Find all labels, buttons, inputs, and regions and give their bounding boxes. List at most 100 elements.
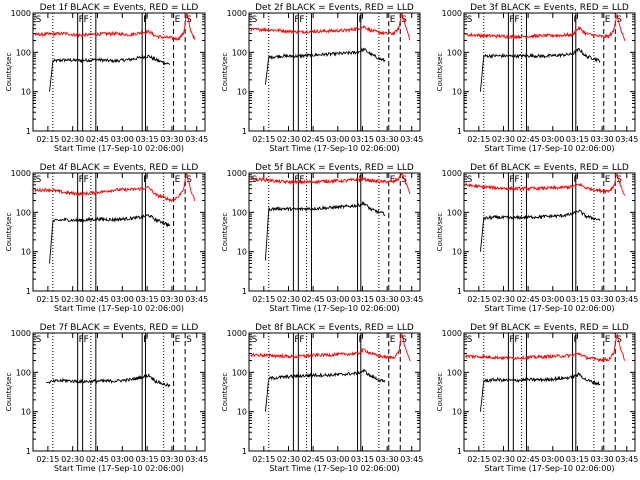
x-tick-label: 02:15 [252, 455, 275, 464]
x-tick-label: 03:15 [136, 295, 159, 304]
x-tick-label: 03:00 [541, 135, 564, 144]
x-tick-label: 03:30 [591, 295, 614, 304]
marker-label: S [616, 335, 622, 345]
y-tick-label: 1 [242, 447, 247, 456]
marker-label: S [401, 175, 407, 185]
y-tick-label: 10 [237, 88, 247, 97]
y-tick-label: 1 [457, 287, 462, 296]
x-axis-label: Start Time (17-Sep-10 02:06:00) [54, 144, 184, 153]
marker-label: S [36, 335, 42, 345]
x-tick-label: 02:15 [36, 455, 59, 464]
x-tick-label: 02:15 [36, 295, 59, 304]
y-axis-label: Counts/sec [436, 213, 444, 252]
x-tick-label: 03:15 [351, 135, 374, 144]
x-tick-label: 03:45 [400, 455, 423, 464]
marker-label: E [175, 335, 181, 345]
y-tick-label: 1 [457, 127, 462, 136]
axes-frame [32, 332, 206, 452]
y-tick-label: 10 [21, 88, 31, 97]
series-events-line [264, 47, 386, 85]
marker-label: F [514, 15, 519, 25]
x-tick-label: 02:45 [302, 135, 325, 144]
x-axis-label: Start Time (17-Sep-10 02:06:00) [269, 464, 399, 473]
x-tick-label: 03:00 [326, 135, 349, 144]
x-tick-label: 03:15 [136, 455, 159, 464]
marker-label: S [186, 175, 192, 185]
marker-label: S [186, 15, 192, 25]
y-axis-label: Counts/sec [5, 53, 13, 92]
series-lld-line [34, 12, 196, 41]
panel-title: Det 2f BLACK = Events, RED = LLD [255, 3, 414, 13]
marker-label: F [294, 175, 299, 185]
marker-label: F [294, 15, 299, 25]
series-events-line [49, 214, 171, 264]
x-tick-label: 03:15 [351, 455, 374, 464]
x-tick-label: 03:45 [400, 135, 423, 144]
y-tick-label: 1 [26, 127, 31, 136]
y-axis-label: Counts/sec [5, 373, 13, 412]
y-tick-label: 1000 [442, 329, 462, 338]
marker-label: F [143, 175, 148, 185]
y-axis-label: Counts/sec [436, 373, 444, 412]
x-tick-label: 03:45 [400, 295, 423, 304]
series-events-line [49, 54, 170, 92]
y-axis-label: Counts/sec [221, 213, 229, 252]
x-tick-label: 02:30 [61, 295, 84, 304]
y-axis-label: Counts/sec [221, 53, 229, 92]
y-axis-label: Counts/sec [221, 373, 229, 412]
marker-label: F [509, 15, 514, 25]
marker-label: F [359, 175, 364, 185]
x-axis-label: Start Time (17-Sep-10 02:06:00) [54, 304, 184, 313]
series-lld-line [34, 172, 196, 203]
x-tick-label: 02:45 [86, 295, 109, 304]
panel-det-5: Det 5f BLACK = Events, RED = LLD 1 10 100 10… [221, 163, 423, 313]
x-tick-label: 02:15 [36, 135, 59, 144]
x-tick-label: 02:30 [61, 135, 84, 144]
marker-label: S [467, 175, 473, 185]
axes-frame [248, 332, 421, 452]
axes-frame [248, 172, 421, 292]
panel-det-3: Det 3f BLACK = Events, RED = LLD 1 10 100 10… [436, 3, 638, 153]
y-tick-label: 100 [447, 368, 462, 377]
x-tick-label: 03:30 [160, 135, 183, 144]
marker-label: E [175, 175, 181, 185]
x-tick-label: 03:30 [376, 455, 399, 464]
x-tick-label: 03:45 [185, 295, 208, 304]
y-tick-label: 1000 [442, 9, 462, 18]
marker-label: S [401, 335, 407, 345]
marker-label: F [574, 335, 579, 345]
panel-det-6: Det 6f BLACK = Events, RED = LLD 1 10 100 10… [436, 163, 638, 313]
series-events-line [479, 209, 601, 252]
series-lld-line [465, 172, 626, 196]
marker-label: E [605, 175, 611, 185]
x-tick-label: 02:15 [467, 295, 490, 304]
panel-title: Det 4f BLACK = Events, RED = LLD [40, 163, 199, 173]
y-tick-label: 1 [26, 447, 31, 456]
x-tick-label: 03:30 [591, 135, 614, 144]
x-tick-label: 03:45 [185, 455, 208, 464]
marker-label: S [467, 335, 473, 345]
panel-det-4: Det 4f BLACK = Events, RED = LLD 1 10 100 10… [5, 163, 208, 313]
x-tick-label: 03:30 [376, 295, 399, 304]
x-tick-label: 02:30 [277, 135, 300, 144]
x-axis-label: Start Time (17-Sep-10 02:06:00) [484, 144, 614, 153]
x-axis-label: Start Time (17-Sep-10 02:06:00) [269, 144, 399, 153]
y-tick-label: 1 [242, 127, 247, 136]
panel-title: Det 8f BLACK = Events, RED = LLD [255, 323, 414, 333]
x-tick-label: 03:15 [351, 295, 374, 304]
x-tick-label: 02:45 [302, 295, 325, 304]
marker-label: F [294, 335, 299, 345]
marker-label: F [574, 175, 579, 185]
y-tick-label: 1 [457, 447, 462, 456]
marker-label: S [252, 335, 258, 345]
x-axis-label: Start Time (17-Sep-10 02:06:00) [484, 464, 614, 473]
x-axis-label: Start Time (17-Sep-10 02:06:00) [269, 304, 399, 313]
x-tick-label: 03:00 [326, 455, 349, 464]
axes-frame [463, 12, 636, 132]
x-tick-label: 03:30 [160, 295, 183, 304]
panel-det-9: Det 9f BLACK = Events, RED = LLD 1 10 100 10… [436, 323, 638, 473]
x-tick-label: 02:30 [492, 295, 515, 304]
series-events-line [264, 200, 386, 261]
marker-label: S [616, 175, 622, 185]
